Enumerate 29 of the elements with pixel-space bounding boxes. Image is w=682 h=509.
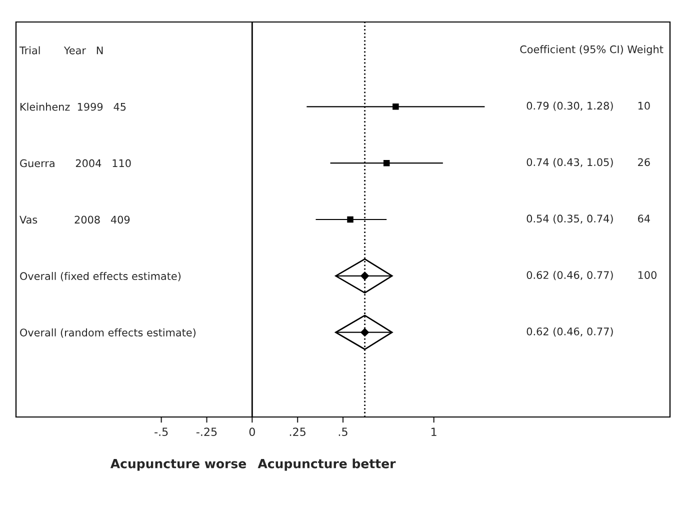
- y-tick-label: Overall (random effects estimate): [20, 328, 196, 338]
- point: [347, 216, 354, 223]
- annotation: 10: [638, 102, 650, 110]
- annotation: Coefficient (95% CI) Weight: [520, 45, 664, 56]
- x-tick-label: .5: [338, 428, 348, 436]
- point: [392, 104, 399, 110]
- annotation: 0.79 (0.30, 1.28): [526, 102, 613, 111]
- text: Acupuncture better: [258, 458, 396, 471]
- y-tick-label: Trial Year N: [19, 46, 103, 54]
- x-tick-label: 1: [432, 428, 436, 436]
- y-tick-label: Guerra 2004 110: [20, 159, 131, 168]
- x-tick-label: .25: [290, 428, 306, 436]
- x-tick-label: 0: [249, 428, 255, 436]
- x-tick-label: -.5: [154, 428, 168, 436]
- point: [383, 160, 390, 166]
- point: [360, 328, 369, 336]
- annotation: 0.62 (0.46, 0.77): [526, 327, 613, 337]
- y-tick-label: Vas 2008 409: [20, 216, 130, 224]
- y-tick-label: Kleinhenz 1999 45: [20, 102, 126, 111]
- text: Acupuncture worse: [110, 459, 246, 471]
- annotation: 26: [638, 158, 650, 166]
- annotation: 64: [638, 214, 650, 223]
- y-tick-label: Overall (fixed effects estimate): [20, 272, 181, 282]
- annotation: 0.62 (0.46, 0.77): [526, 270, 613, 280]
- point: [360, 272, 369, 280]
- x-tick-label: -.25: [196, 428, 217, 436]
- annotation: 100: [638, 271, 656, 279]
- annotation: 0.54 (0.35, 0.74): [526, 214, 613, 224]
- annotation: 0.74 (0.43, 1.05): [526, 158, 613, 168]
